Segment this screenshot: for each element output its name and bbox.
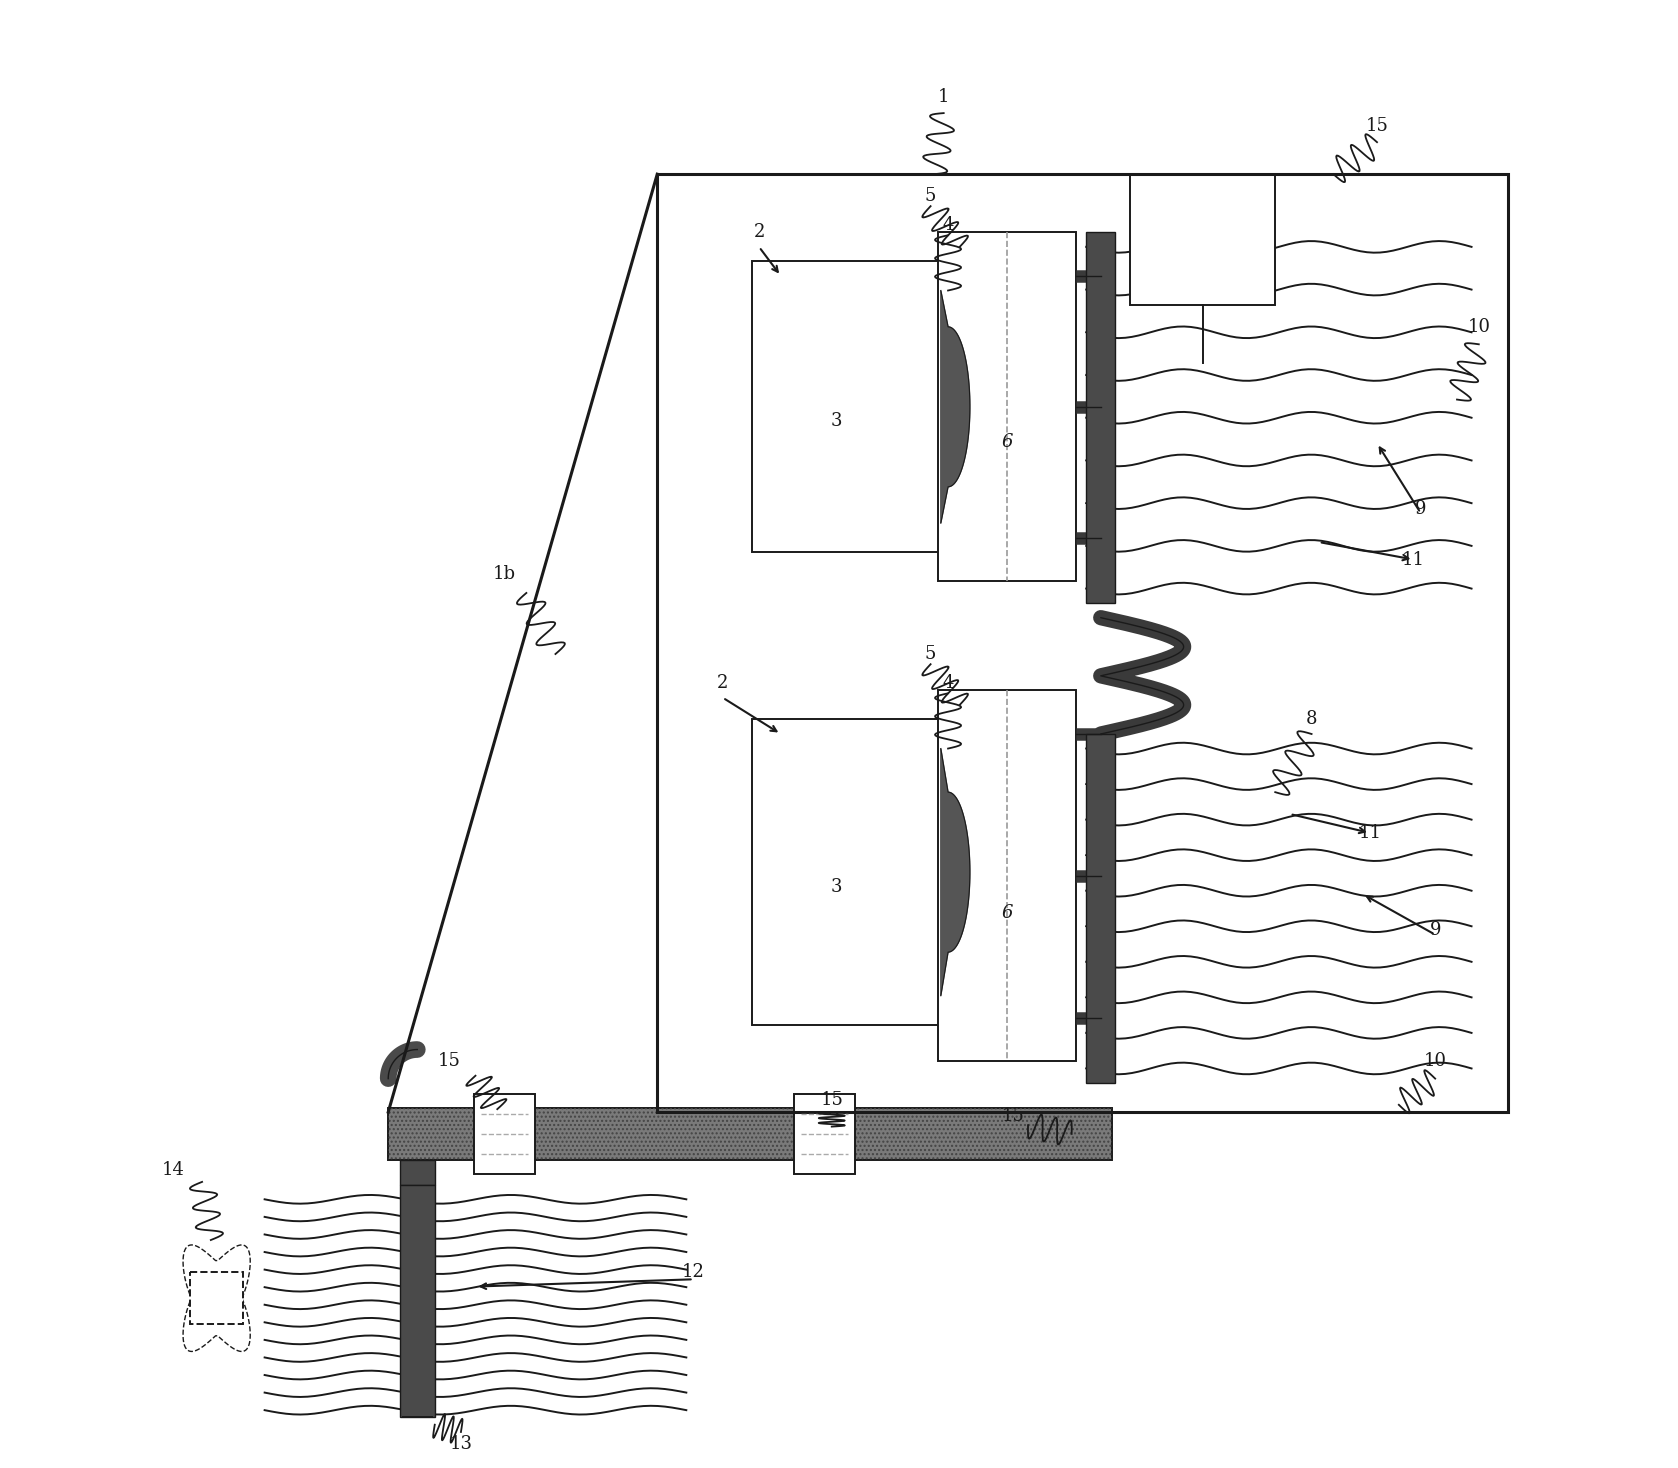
Text: 2: 2 — [753, 223, 765, 241]
Text: 8: 8 — [1305, 711, 1317, 728]
Text: 15: 15 — [1366, 117, 1388, 135]
Text: 1: 1 — [938, 88, 950, 106]
FancyBboxPatch shape — [1129, 175, 1275, 305]
Text: 5: 5 — [925, 644, 936, 664]
FancyBboxPatch shape — [191, 1271, 243, 1324]
FancyBboxPatch shape — [938, 232, 1076, 581]
Text: 2: 2 — [717, 674, 728, 691]
Text: 3: 3 — [831, 413, 842, 430]
FancyBboxPatch shape — [473, 1094, 535, 1174]
Text: 14: 14 — [161, 1161, 185, 1179]
Text: 5: 5 — [925, 186, 936, 206]
Text: 15: 15 — [438, 1053, 461, 1070]
Text: 9: 9 — [1415, 499, 1426, 518]
Text: 6: 6 — [1002, 904, 1014, 922]
FancyBboxPatch shape — [752, 719, 941, 1025]
Text: 10: 10 — [1423, 1053, 1446, 1070]
Text: 12: 12 — [683, 1262, 705, 1282]
FancyBboxPatch shape — [794, 1094, 856, 1174]
Text: 3: 3 — [831, 878, 842, 897]
Text: 11: 11 — [1401, 550, 1425, 568]
Text: 6: 6 — [1002, 433, 1014, 451]
FancyBboxPatch shape — [388, 1108, 1113, 1160]
FancyBboxPatch shape — [1086, 232, 1116, 603]
Text: 9: 9 — [1430, 922, 1441, 940]
Text: 1b: 1b — [493, 565, 517, 583]
Text: 4: 4 — [943, 674, 953, 691]
Text: 10: 10 — [1467, 319, 1490, 336]
Text: 13: 13 — [450, 1434, 473, 1453]
Text: 11: 11 — [1358, 824, 1381, 841]
Polygon shape — [941, 291, 970, 523]
FancyBboxPatch shape — [938, 690, 1076, 1061]
Text: 15: 15 — [1002, 1107, 1025, 1126]
FancyBboxPatch shape — [752, 261, 941, 552]
Text: 4: 4 — [943, 216, 953, 233]
FancyBboxPatch shape — [399, 1160, 435, 1185]
Text: 15: 15 — [821, 1091, 842, 1110]
Polygon shape — [941, 749, 970, 995]
FancyBboxPatch shape — [399, 1185, 435, 1418]
FancyBboxPatch shape — [1086, 734, 1116, 1083]
